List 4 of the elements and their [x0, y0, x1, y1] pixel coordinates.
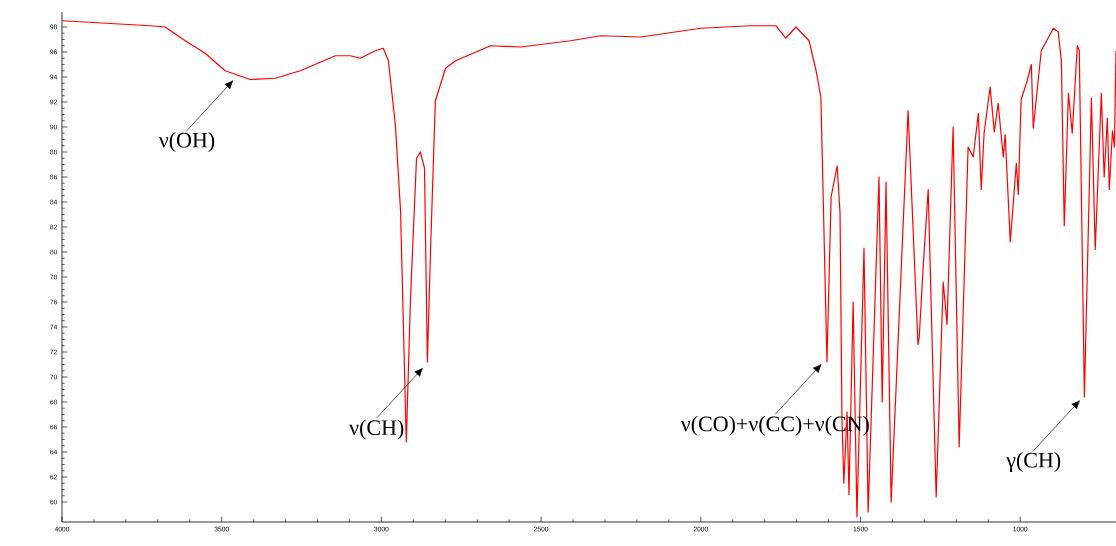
line-series	[61, 20, 1116, 518]
annotation: γ(CH)	[1006, 452, 1061, 473]
annotation: ν(CH)	[349, 419, 404, 440]
annotation: ν(OH)	[158, 132, 215, 153]
